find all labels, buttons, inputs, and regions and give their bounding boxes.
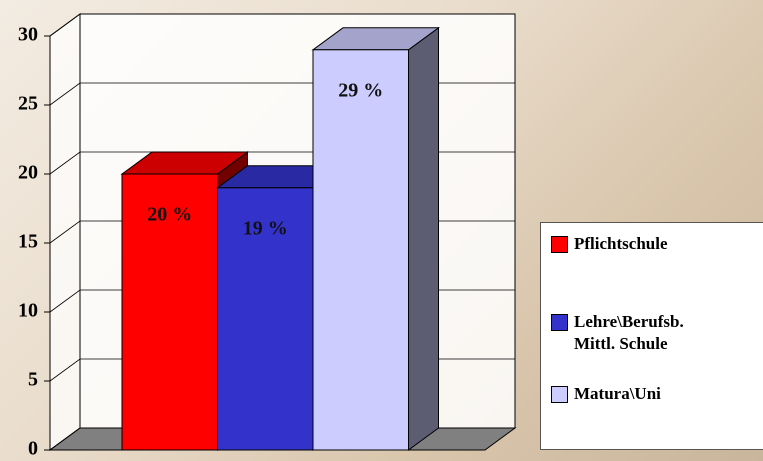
- legend-entry: Lehre\Berufsb. Mittl. Schule: [551, 311, 684, 355]
- bar: [313, 50, 409, 450]
- y-tick-label: 15: [18, 231, 38, 253]
- y-tick-label: 20: [18, 162, 38, 184]
- legend-label: Pflichtschule: [574, 233, 668, 255]
- value-label: 19 %: [243, 217, 288, 239]
- value-label: 29 %: [338, 79, 383, 101]
- legend-swatch: [551, 236, 568, 253]
- y-tick-label: 25: [18, 93, 38, 115]
- legend-swatch: [551, 386, 568, 403]
- legend-label: Lehre\Berufsb. Mittl. Schule: [574, 311, 684, 355]
- legend-label: Matura\Uni: [574, 383, 661, 405]
- y-tick-label: 5: [28, 369, 38, 391]
- legend-entry: Pflichtschule: [551, 233, 668, 255]
- y-tick-label: 10: [18, 300, 38, 322]
- legend: Pflichtschule Lehre\Berufsb. Mittl. Schul…: [540, 222, 763, 450]
- value-label: 20 %: [147, 204, 192, 226]
- chart: 0 5 10 15 20 25 30 20 % 19 % 29 % Pflichtschule Le…: [0, 0, 763, 461]
- y-tick-label: 0: [28, 438, 38, 460]
- bar-side: [409, 28, 439, 450]
- legend-swatch: [551, 314, 568, 331]
- y-tick-label: 30: [18, 24, 38, 46]
- legend-entry: Matura\Uni: [551, 383, 661, 405]
